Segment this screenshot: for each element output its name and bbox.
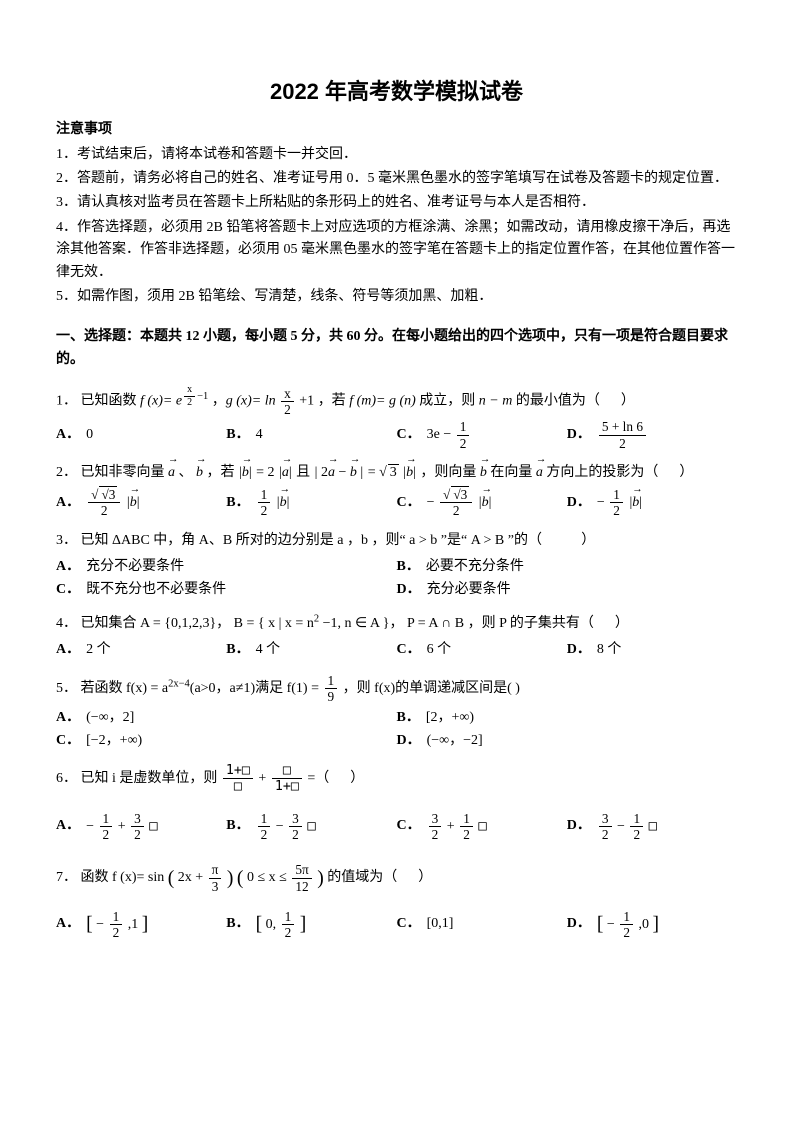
q3-option-a: A．充分不必要条件 [56, 556, 397, 578]
notice-header: 注意事项 [56, 119, 737, 141]
question-2: 2． 已知非零向量 a 、 b ，若 b = 2 a 且 2a − b = 3 … [56, 462, 737, 518]
question-7: 7． 函数 f (x)= sin 2x + π3 0 ≤ x ≤ 5π12 的值… [56, 863, 737, 940]
q5-stem: 5． 若函数 f(x) = a2x−4(a>0，a≠1)满足 f(1) = 19… [56, 674, 737, 704]
q7-stem: 7． 函数 f (x)= sin 2x + π3 0 ≤ x ≤ 5π12 的值… [56, 863, 737, 894]
q4-option-a: A．2 个 [56, 639, 226, 661]
q4-option-c: C．6 个 [397, 639, 567, 661]
q5-option-a: A．(−∞，2] [56, 707, 397, 729]
q1-options: A． 0 B． 4 C． 3e − 12 D． 5 + ln 62 [56, 420, 737, 450]
notice-line: 5．如需作图，须用 2B 铅笔绘、写清楚，线条、符号等须加黑、加粗． [56, 286, 737, 308]
q3-option-b: B．必要不充分条件 [397, 556, 738, 578]
q2-options: A． √32 b B． 12 b C． − √32 b [56, 488, 737, 518]
notice-line: 4．作答选择题，必须用 2B 铅笔将答题卡上对应选项的方框涂满、涂黑；如需改动，… [56, 217, 737, 284]
question-3: 3． 已知 ΔABC 中，角 A、B 所对的边分别是 a ，b ，则“ a > … [56, 530, 737, 601]
q5-option-b: B．[2，+∞) [397, 707, 738, 729]
q6-option-c: C． 32 + 12 □ [397, 812, 567, 842]
q7-option-c: C． [0,1] [397, 909, 567, 940]
q1-option-d: D． 5 + ln 62 [567, 420, 737, 450]
q4-options: A．2 个 B．4 个 C．6 个 D．8 个 [56, 639, 737, 661]
q5-options: A．(−∞，2] B．[2，+∞) C．[−2，+∞) D．(−∞，−2] [56, 707, 737, 752]
q3-stem: 3． 已知 ΔABC 中，角 A、B 所对的边分别是 a ，b ，则“ a > … [56, 530, 737, 552]
q1-option-c: C． 3e − 12 [397, 420, 567, 450]
q-number: 2． [56, 465, 77, 480]
q6-option-d: D． 32 − 12 □ [567, 812, 737, 842]
q1-stem: 1． 已知函数 f (x)= ex2−1 ，g (x)= ln x2 +1 ，若… [56, 385, 737, 416]
notice-line: 1．考试结束后，请将本试卷和答题卡一并交回． [56, 144, 737, 166]
q4-option-d: D．8 个 [567, 639, 737, 661]
q-number: 5． [56, 681, 77, 696]
q6-option-b: B． 12 − 32 □ [226, 812, 396, 842]
q6-stem: 6． 已知 i 是虚数单位，则 1+□□ + □1+□ =（） [56, 764, 737, 794]
q7-option-a: A． − 12 ,1 [56, 909, 226, 940]
q-number: 7． [56, 870, 77, 885]
q4-option-b: B．4 个 [226, 639, 396, 661]
exam-title: 2022 年高考数学模拟试卷 [56, 74, 737, 109]
page-root: 2022 年高考数学模拟试卷 注意事项 1．考试结束后，请将本试卷和答题卡一并交… [0, 0, 793, 980]
q3-options: A．充分不必要条件 B．必要不充分条件 C．既不充分也不必要条件 D．充分必要条… [56, 556, 737, 601]
q-number: 6． [56, 771, 77, 786]
q3-option-d: D．充分必要条件 [397, 579, 738, 601]
q2-option-a: A． √32 b [56, 488, 226, 518]
question-4: 4． 已知集合 A = {0,1,2,3}， B = { x | x = n2 … [56, 613, 737, 662]
q2-option-c: C． − √32 b [397, 488, 567, 518]
q5-option-c: C．[−2，+∞) [56, 730, 397, 752]
notice-line: 3．请认真核对监考员在答题卡上所粘贴的条形码上的姓名、准考证号与本人是否相符． [56, 192, 737, 214]
q1-option-b: B． 4 [226, 420, 396, 450]
q-number: 3． [56, 533, 77, 548]
q3-option-c: C．既不充分也不必要条件 [56, 579, 397, 601]
q6-options: A． − 12 + 32 □ B． 12 − 32 □ C． [56, 812, 737, 842]
q2-option-b: B． 12 b [226, 488, 396, 518]
q6-option-a: A． − 12 + 32 □ [56, 812, 226, 842]
question-5: 5． 若函数 f(x) = a2x−4(a>0，a≠1)满足 f(1) = 19… [56, 674, 737, 752]
q2-stem: 2． 已知非零向量 a 、 b ，若 b = 2 a 且 2a − b = 3 … [56, 462, 737, 484]
question-6: 6． 已知 i 是虚数单位，则 1+□□ + □1+□ =（） A． − 12 … [56, 764, 737, 841]
q5-option-d: D．(−∞，−2] [397, 730, 738, 752]
q2-option-d: D． − 12 b [567, 488, 737, 518]
q7-option-b: B． 0, 12 [226, 909, 396, 940]
q4-stem: 4． 已知集合 A = {0,1,2,3}， B = { x | x = n2 … [56, 613, 737, 635]
question-1: 1． 已知函数 f (x)= ex2−1 ，g (x)= ln x2 +1 ，若… [56, 385, 737, 450]
q-number: 1． [56, 394, 77, 409]
notice-line: 2．答题前，请务必将自己的姓名、准考证号用 0．5 毫米黑色墨水的签字笔填写在试… [56, 168, 737, 190]
q7-options: A． − 12 ,1 B． 0, 12 C． [56, 909, 737, 940]
notice-block: 注意事项 1．考试结束后，请将本试卷和答题卡一并交回． 2．答题前，请务必将自己… [56, 119, 737, 308]
q7-option-d: D． − 12 ,0 [567, 909, 737, 940]
section-1-header: 一、选择题：本题共 12 小题，每小题 5 分，共 60 分。在每小题给出的四个… [56, 326, 737, 371]
q-number: 4． [56, 616, 77, 631]
q1-option-a: A． 0 [56, 420, 226, 450]
